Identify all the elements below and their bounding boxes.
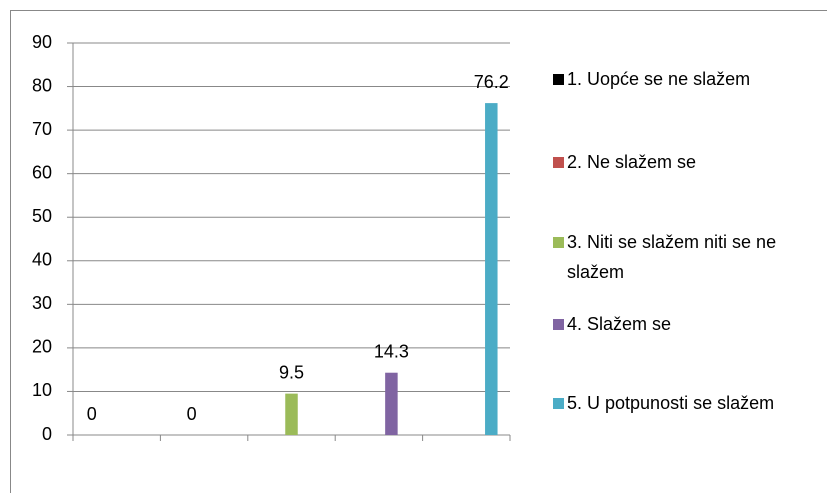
y-tick-label: 50 <box>32 206 52 226</box>
legend-swatch <box>553 319 564 330</box>
legend-entry: 1. Uopće se ne slažem <box>553 64 783 94</box>
legend-entry: 5. U potpunosti se slažem <box>553 388 783 418</box>
bar <box>485 103 498 436</box>
data-label: 0 <box>87 404 97 424</box>
legend-entry: 3. Niti se slažem niti se ne slažem <box>553 227 783 287</box>
legend-swatch <box>553 157 564 168</box>
legend-label: 1. Uopće se ne slažem <box>567 69 751 89</box>
y-tick-label: 80 <box>32 75 52 95</box>
y-tick-label: 60 <box>32 162 52 182</box>
legend-entry: 4. Slažem se <box>553 309 783 339</box>
y-tick-label: 90 <box>32 32 52 52</box>
legend-label: 5. U potpunosti se slažem <box>567 393 775 413</box>
legend-swatch <box>553 398 564 409</box>
y-tick-label: 20 <box>32 337 52 357</box>
data-label: 14.3 <box>374 341 409 361</box>
data-label: 76.2 <box>474 72 509 92</box>
y-tick-label: 10 <box>32 380 52 400</box>
chart-border <box>10 10 827 493</box>
legend-label: 3. Niti se slažem niti se ne slažem <box>567 232 777 282</box>
y-tick-label: 30 <box>32 293 52 313</box>
legend-swatch <box>553 74 564 85</box>
bar <box>385 372 398 435</box>
y-tick-label: 40 <box>32 250 52 270</box>
y-tick-label: 0 <box>42 424 52 444</box>
y-tick-label: 70 <box>32 119 52 139</box>
legend-entry: 2. Ne slažem se <box>553 147 783 177</box>
legend-swatch <box>553 237 564 248</box>
data-label: 9.5 <box>279 362 304 382</box>
legend-label: 2. Ne slažem se <box>567 152 697 172</box>
bar <box>285 393 298 435</box>
data-label: 0 <box>187 404 197 424</box>
legend-label: 4. Slažem se <box>567 314 672 334</box>
